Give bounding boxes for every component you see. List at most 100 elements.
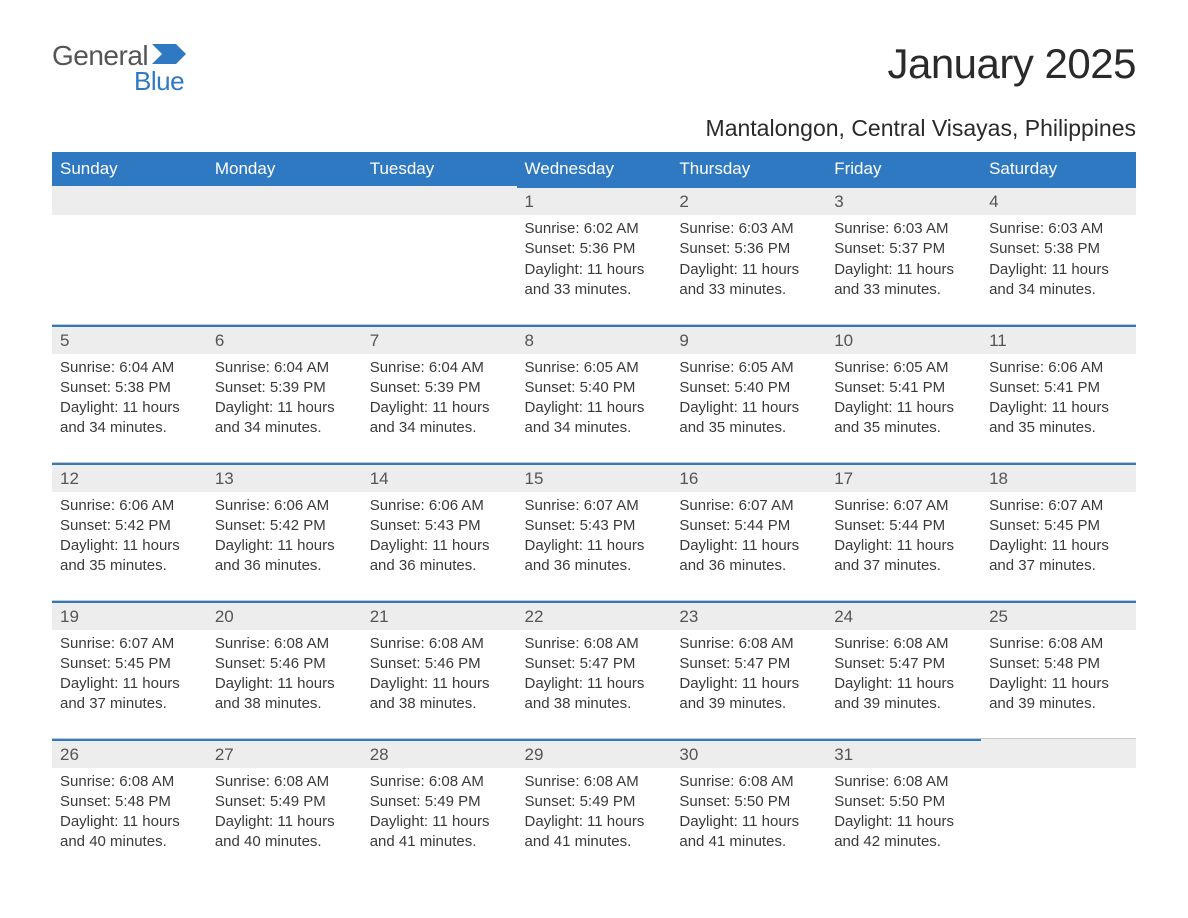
logo: General Blue	[52, 40, 186, 97]
day-number: 28	[362, 739, 517, 768]
day-number: 3	[826, 186, 981, 215]
calendar-cell: 15Sunrise: 6:07 AMSunset: 5:43 PMDayligh…	[517, 462, 672, 600]
location-text: Mantalongon, Central Visayas, Philippine…	[52, 115, 1136, 142]
day-details: Sunrise: 6:08 AMSunset: 5:46 PMDaylight:…	[362, 630, 517, 715]
calendar-cell: 25Sunrise: 6:08 AMSunset: 5:48 PMDayligh…	[981, 600, 1136, 738]
day-number: 18	[981, 463, 1136, 492]
calendar-week-row: 19Sunrise: 6:07 AMSunset: 5:45 PMDayligh…	[52, 600, 1136, 738]
calendar-cell: 31Sunrise: 6:08 AMSunset: 5:50 PMDayligh…	[826, 738, 981, 876]
day-number: 23	[671, 601, 826, 630]
calendar-cell: 24Sunrise: 6:08 AMSunset: 5:47 PMDayligh…	[826, 600, 981, 738]
day-number: 19	[52, 601, 207, 630]
day-number: 2	[671, 186, 826, 215]
day-number: 14	[362, 463, 517, 492]
weekday-header: Thursday	[671, 152, 826, 186]
calendar-cell: 11Sunrise: 6:06 AMSunset: 5:41 PMDayligh…	[981, 324, 1136, 462]
day-details: Sunrise: 6:07 AMSunset: 5:45 PMDaylight:…	[981, 492, 1136, 577]
day-details: Sunrise: 6:08 AMSunset: 5:49 PMDaylight:…	[207, 768, 362, 853]
calendar-cell: 7Sunrise: 6:04 AMSunset: 5:39 PMDaylight…	[362, 324, 517, 462]
weekday-header: Saturday	[981, 152, 1136, 186]
calendar-cell	[207, 186, 362, 324]
calendar-cell: 9Sunrise: 6:05 AMSunset: 5:40 PMDaylight…	[671, 324, 826, 462]
calendar-cell: 26Sunrise: 6:08 AMSunset: 5:48 PMDayligh…	[52, 738, 207, 876]
calendar-cell: 12Sunrise: 6:06 AMSunset: 5:42 PMDayligh…	[52, 462, 207, 600]
day-details: Sunrise: 6:04 AMSunset: 5:39 PMDaylight:…	[362, 354, 517, 439]
calendar-week-row: 26Sunrise: 6:08 AMSunset: 5:48 PMDayligh…	[52, 738, 1136, 876]
day-details: Sunrise: 6:08 AMSunset: 5:48 PMDaylight:…	[981, 630, 1136, 715]
day-details: Sunrise: 6:08 AMSunset: 5:48 PMDaylight:…	[52, 768, 207, 853]
day-details: Sunrise: 6:02 AMSunset: 5:36 PMDaylight:…	[517, 215, 672, 300]
calendar-cell: 1Sunrise: 6:02 AMSunset: 5:36 PMDaylight…	[517, 186, 672, 324]
calendar-cell: 29Sunrise: 6:08 AMSunset: 5:49 PMDayligh…	[517, 738, 672, 876]
day-details: Sunrise: 6:07 AMSunset: 5:44 PMDaylight:…	[826, 492, 981, 577]
calendar-cell: 14Sunrise: 6:06 AMSunset: 5:43 PMDayligh…	[362, 462, 517, 600]
day-details: Sunrise: 6:08 AMSunset: 5:49 PMDaylight:…	[517, 768, 672, 853]
weekday-header: Tuesday	[362, 152, 517, 186]
day-details: Sunrise: 6:07 AMSunset: 5:43 PMDaylight:…	[517, 492, 672, 577]
empty-day	[981, 739, 1136, 768]
day-details: Sunrise: 6:08 AMSunset: 5:47 PMDaylight:…	[826, 630, 981, 715]
empty-day	[207, 186, 362, 215]
day-number: 6	[207, 325, 362, 354]
weekday-header: Monday	[207, 152, 362, 186]
day-number: 27	[207, 739, 362, 768]
day-number: 10	[826, 325, 981, 354]
day-number: 1	[517, 186, 672, 215]
day-details: Sunrise: 6:04 AMSunset: 5:38 PMDaylight:…	[52, 354, 207, 439]
day-details: Sunrise: 6:04 AMSunset: 5:39 PMDaylight:…	[207, 354, 362, 439]
calendar-cell: 19Sunrise: 6:07 AMSunset: 5:45 PMDayligh…	[52, 600, 207, 738]
day-number: 26	[52, 739, 207, 768]
calendar-cell: 3Sunrise: 6:03 AMSunset: 5:37 PMDaylight…	[826, 186, 981, 324]
empty-day	[362, 186, 517, 215]
day-number: 8	[517, 325, 672, 354]
weekday-header: Wednesday	[517, 152, 672, 186]
calendar-cell: 6Sunrise: 6:04 AMSunset: 5:39 PMDaylight…	[207, 324, 362, 462]
calendar-week-row: 5Sunrise: 6:04 AMSunset: 5:38 PMDaylight…	[52, 324, 1136, 462]
day-number: 15	[517, 463, 672, 492]
calendar-cell	[52, 186, 207, 324]
day-number: 5	[52, 325, 207, 354]
calendar-cell: 10Sunrise: 6:05 AMSunset: 5:41 PMDayligh…	[826, 324, 981, 462]
weekday-header-row: SundayMondayTuesdayWednesdayThursdayFrid…	[52, 152, 1136, 186]
day-number: 22	[517, 601, 672, 630]
day-details: Sunrise: 6:06 AMSunset: 5:42 PMDaylight:…	[52, 492, 207, 577]
day-details: Sunrise: 6:07 AMSunset: 5:45 PMDaylight:…	[52, 630, 207, 715]
calendar-cell: 22Sunrise: 6:08 AMSunset: 5:47 PMDayligh…	[517, 600, 672, 738]
day-details: Sunrise: 6:08 AMSunset: 5:50 PMDaylight:…	[826, 768, 981, 853]
day-details: Sunrise: 6:03 AMSunset: 5:37 PMDaylight:…	[826, 215, 981, 300]
day-number: 30	[671, 739, 826, 768]
calendar-cell: 16Sunrise: 6:07 AMSunset: 5:44 PMDayligh…	[671, 462, 826, 600]
calendar-cell: 20Sunrise: 6:08 AMSunset: 5:46 PMDayligh…	[207, 600, 362, 738]
calendar-cell: 21Sunrise: 6:08 AMSunset: 5:46 PMDayligh…	[362, 600, 517, 738]
month-title: January 2025	[887, 40, 1136, 88]
day-number: 4	[981, 186, 1136, 215]
day-number: 17	[826, 463, 981, 492]
day-number: 29	[517, 739, 672, 768]
day-number: 9	[671, 325, 826, 354]
day-details: Sunrise: 6:08 AMSunset: 5:47 PMDaylight:…	[671, 630, 826, 715]
weekday-header: Friday	[826, 152, 981, 186]
day-details: Sunrise: 6:08 AMSunset: 5:46 PMDaylight:…	[207, 630, 362, 715]
day-number: 24	[826, 601, 981, 630]
day-number: 20	[207, 601, 362, 630]
flag-icon	[152, 44, 186, 69]
calendar-cell: 17Sunrise: 6:07 AMSunset: 5:44 PMDayligh…	[826, 462, 981, 600]
calendar-cell: 13Sunrise: 6:06 AMSunset: 5:42 PMDayligh…	[207, 462, 362, 600]
day-number: 11	[981, 325, 1136, 354]
calendar-cell: 8Sunrise: 6:05 AMSunset: 5:40 PMDaylight…	[517, 324, 672, 462]
weekday-header: Sunday	[52, 152, 207, 186]
calendar-cell: 23Sunrise: 6:08 AMSunset: 5:47 PMDayligh…	[671, 600, 826, 738]
day-details: Sunrise: 6:05 AMSunset: 5:40 PMDaylight:…	[517, 354, 672, 439]
day-number: 13	[207, 463, 362, 492]
empty-day	[52, 186, 207, 215]
calendar-week-row: 1Sunrise: 6:02 AMSunset: 5:36 PMDaylight…	[52, 186, 1136, 324]
calendar-cell: 30Sunrise: 6:08 AMSunset: 5:50 PMDayligh…	[671, 738, 826, 876]
calendar-week-row: 12Sunrise: 6:06 AMSunset: 5:42 PMDayligh…	[52, 462, 1136, 600]
day-details: Sunrise: 6:07 AMSunset: 5:44 PMDaylight:…	[671, 492, 826, 577]
calendar-cell	[981, 738, 1136, 876]
day-details: Sunrise: 6:08 AMSunset: 5:50 PMDaylight:…	[671, 768, 826, 853]
calendar-cell: 28Sunrise: 6:08 AMSunset: 5:49 PMDayligh…	[362, 738, 517, 876]
day-details: Sunrise: 6:08 AMSunset: 5:49 PMDaylight:…	[362, 768, 517, 853]
calendar-cell: 5Sunrise: 6:04 AMSunset: 5:38 PMDaylight…	[52, 324, 207, 462]
calendar-cell: 4Sunrise: 6:03 AMSunset: 5:38 PMDaylight…	[981, 186, 1136, 324]
